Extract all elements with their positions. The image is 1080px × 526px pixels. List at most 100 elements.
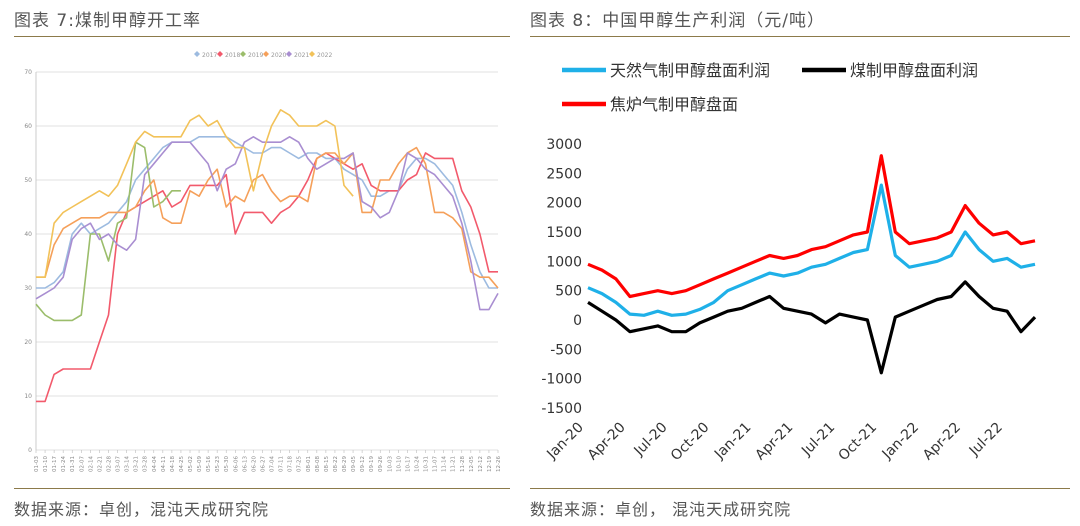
x-tick-label: 07-04 (270, 456, 276, 472)
left-title-rule (14, 36, 510, 37)
x-tick-label: Oct-21 (836, 420, 881, 465)
x-tick-label: 07-25 (297, 456, 303, 472)
x-tick-label: 03-21 (134, 456, 140, 472)
x-tick-label: Apr-22 (920, 420, 964, 464)
x-tick-label: Jan-20 (543, 420, 586, 463)
x-tick-label: 10-17 (405, 456, 411, 472)
series-line-1 (587, 280, 1037, 375)
x-tick-label: 10-24 (414, 456, 420, 472)
x-tick-label: 10-03 (387, 456, 393, 472)
y-tick-label: 10 (24, 393, 32, 400)
right-title-rule (530, 36, 1070, 37)
x-tick-label: 10-31 (424, 456, 430, 472)
x-tick-label: 04-11 (161, 456, 167, 472)
x-tick-label: Jul-22 (966, 420, 1006, 460)
x-tick-label: 01-24 (61, 456, 67, 472)
series-line-2017 (36, 136, 498, 289)
x-tick-label: 09-19 (369, 456, 375, 472)
series-line-2019 (35, 141, 181, 322)
x-tick-label: 11-07 (433, 456, 439, 472)
x-tick-label: 09-05 (351, 456, 357, 472)
x-tick-label: 02-21 (97, 456, 103, 472)
x-tick-label: 01-03 (34, 456, 40, 472)
legend-label-2019: 2019 (248, 52, 263, 59)
x-tick-label: Apr-21 (752, 420, 796, 464)
legend-label-2018: 2018 (225, 52, 240, 59)
right-source-rule (530, 488, 1070, 489)
x-tick-label: 08-22 (333, 456, 339, 472)
x-tick-label: 10-10 (396, 456, 402, 472)
x-tick-label: Oct-20 (668, 420, 713, 465)
right-source: 数据来源：卓创， 混沌天成研究院 (530, 500, 792, 519)
y-tick-label: 1500 (546, 225, 582, 241)
y-tick-label: 50 (24, 177, 32, 184)
y-tick-label: 2500 (546, 166, 582, 182)
x-tick-label: Jan-22 (879, 420, 922, 463)
x-tick-label: 03-14 (125, 456, 131, 472)
x-tick-label: 11-14 (442, 456, 448, 472)
x-tick-label: 03-07 (116, 456, 122, 472)
legend-marker-2020 (263, 51, 269, 57)
series-line-0 (587, 183, 1036, 317)
y-tick-label: -500 (550, 342, 582, 358)
y-tick-label: 0 (573, 313, 582, 329)
y-tick-label: 20 (24, 339, 32, 346)
legend-label-2017: 2017 (202, 52, 217, 59)
y-tick-label: 40 (24, 231, 32, 238)
x-tick-label: 12-26 (496, 456, 502, 472)
x-tick-label: Jan-21 (711, 420, 754, 463)
x-tick-label: 01-17 (52, 456, 58, 472)
legend: 2017 2018 2019 2020 2021 2022 (194, 51, 332, 59)
x-tick-label: Jul-20 (631, 420, 671, 460)
x-tick-label: 08-29 (342, 456, 348, 472)
x-tick-label: Jul-21 (798, 420, 838, 460)
y-tick-label: 70 (24, 69, 32, 76)
y-tick-label: -1500 (541, 401, 582, 417)
x-tick-label: 02-07 (79, 456, 85, 472)
series-line-2 (587, 154, 1036, 299)
coal-methanol-operating-rate-chart: 2017 2018 2019 2020 2021 2022 0 10 20 30 40 50 60 70 0… (24, 51, 502, 472)
legend-marker-2018 (217, 51, 223, 57)
y-tick-label: 30 (24, 285, 32, 292)
left-title: 图表 7:煤制甲醇开工率 (14, 11, 201, 31)
x-tick-label: 02-28 (106, 456, 112, 472)
legend-label-2022: 2022 (317, 52, 332, 59)
x-tick-label: Apr-20 (585, 420, 629, 464)
x-tick-label: 08-01 (306, 456, 312, 472)
legend-label-1: 煤制甲醇盘面利润 (850, 61, 978, 80)
x-tick-label: 05-16 (206, 456, 212, 472)
x-tick-label: 06-20 (251, 456, 257, 472)
legend-label-2021: 2021 (294, 52, 309, 59)
legend-label-0: 天然气制甲醇盘面利润 (610, 61, 770, 80)
legend-marker-2022 (309, 51, 315, 57)
left-source: 数据来源：卓创，混沌天成研究院 (14, 500, 270, 519)
y-tick-label: 0 (28, 447, 32, 454)
x-tick-label: 11-28 (460, 456, 466, 472)
x-tick-label: 01-10 (43, 456, 49, 472)
series-line-2018 (36, 152, 498, 403)
series-line-2022 (36, 109, 354, 278)
x-tick-label: 12-12 (478, 456, 484, 472)
y-tick-label: 2000 (546, 196, 582, 212)
x-tick-label: 04-25 (179, 456, 185, 472)
right-title: 图表 8：中国甲醇生产利润（元/吨） (530, 11, 825, 31)
legend-label-2: 焦炉气制甲醇盘面 (610, 95, 738, 114)
x-tick-label: 09-12 (360, 456, 366, 472)
x-tick-label: 03-28 (143, 456, 149, 472)
y-tick-label: -1000 (541, 372, 582, 388)
x-tick-label: 01-31 (70, 456, 76, 472)
x-tick-label: 12-19 (487, 456, 493, 472)
x-tick-label: 02-14 (88, 456, 94, 472)
left-source-rule (14, 488, 510, 489)
y-tick-label: 60 (24, 123, 32, 130)
x-tick-label: 05-23 (215, 456, 221, 472)
x-tick-label: 05-02 (188, 456, 194, 472)
x-tick-label: 04-04 (152, 456, 158, 472)
x-tick-label: 07-11 (279, 456, 285, 472)
y-tick-label: 500 (555, 284, 582, 300)
legend-marker-2019 (240, 51, 246, 57)
x-tick-label: 09-26 (378, 456, 384, 472)
x-tick-label: 08-15 (324, 456, 330, 472)
x-tick-label: 12-05 (469, 456, 475, 472)
